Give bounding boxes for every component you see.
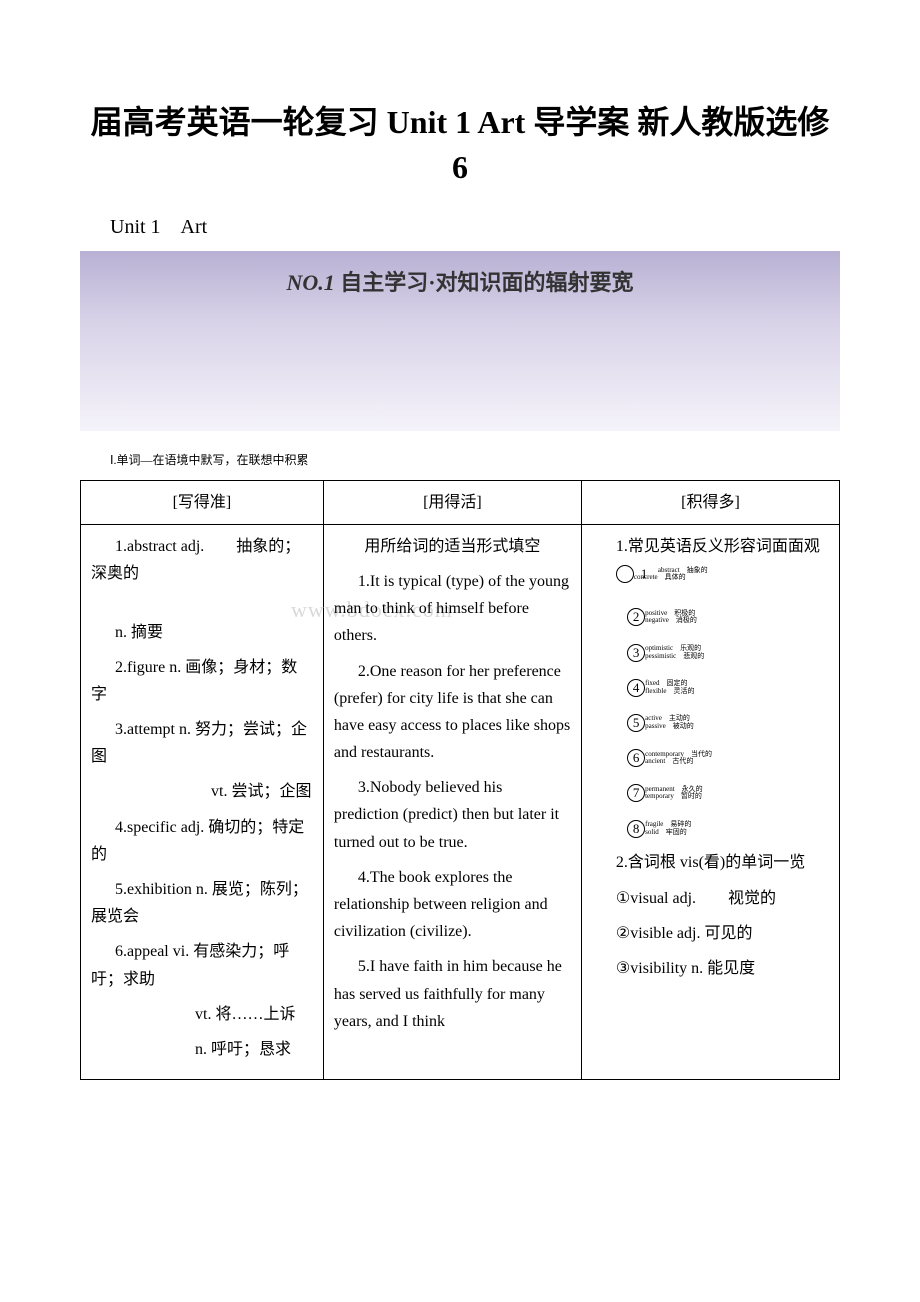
antonym-tiny-text: optimistic 乐观的pessimistic 悲观的: [645, 645, 704, 660]
vocab-table: [写得准] [用得活] [积得多] 1.abstract adj. 抽象的；深奥…: [80, 480, 840, 1081]
col1-item: 5.exhibition n. 展览；陈列；展览会: [91, 876, 313, 930]
col1-item: n. 摘要: [91, 619, 313, 646]
vis-item: ②visible adj. 可见的: [592, 920, 829, 947]
table-row: 1.abstract adj. 抽象的；深奥的www.bdocx.comn. 摘…: [81, 524, 840, 1079]
circle-number-icon: 7: [627, 784, 645, 802]
table-header-row: [写得准] [用得活] [积得多]: [81, 480, 840, 524]
col3-heading1: 1.常见英语反义形容词面面观1abstract 抽象的concrete 具体的: [592, 533, 829, 595]
col1-item: 2.figure n. 画像；身材；数字: [91, 654, 313, 708]
circle-number-icon: 5: [627, 714, 645, 732]
circle-number-icon: 4: [627, 679, 645, 697]
antonym-pair: 7permanent 永久的temporary 暂时的: [592, 779, 829, 806]
col1-item: vt. 尝试；企图: [91, 778, 313, 805]
cell-col1: 1.abstract adj. 抽象的；深奥的www.bdocx.comn. 摘…: [81, 524, 324, 1079]
header-col1: [写得准]: [81, 480, 324, 524]
antonym-pair: 8fragile 易碎的solid 牢固的: [592, 814, 829, 841]
antonym-tiny-text: contemporary 当代的ancient 古代的: [645, 751, 712, 766]
banner-caption: 自主学习·对知识面的辐射要宽: [340, 270, 633, 295]
cell-col2: 用所给词的适当形式填空 1.It is typical (type) of the…: [323, 524, 581, 1079]
banner-text: NO.1 自主学习·对知识面的辐射要宽: [286, 265, 633, 297]
col3-heading2: 2.含词根 vis(看)的单词一览: [592, 849, 829, 876]
circle-number-icon: 6: [627, 749, 645, 767]
vis-item: ①visual adj. 视觉的: [592, 885, 829, 912]
banner-no1: NO.1: [286, 270, 334, 295]
circle-number-icon: 3: [627, 644, 645, 662]
antonym-pair: 2positive 积极的negative 消极的: [592, 603, 829, 630]
antonym-pair: 4fixed 固定的flexible 灵活的: [592, 674, 829, 701]
antonym-tiny-text: fixed 固定的flexible 灵活的: [645, 680, 694, 695]
col1-item: vt. 将……上诉: [91, 1001, 313, 1028]
antonym-tiny-text: active 主动的passive 被动的: [645, 715, 694, 730]
unit-subtitle: Unit 1 Art: [80, 210, 840, 239]
col1-item: 1.abstract adj. 抽象的；深奥的: [91, 533, 313, 587]
col2-item: 5.I have faith in him because he has ser…: [334, 953, 571, 1035]
header-col2: [用得活]: [323, 480, 581, 524]
vis-item: ③visibility n. 能见度: [592, 955, 829, 982]
cell-col3: 1.常见英语反义形容词面面观1abstract 抽象的concrete 具体的 2…: [581, 524, 839, 1079]
circle-number-icon: 1: [616, 565, 634, 583]
col1-item: 4.specific adj. 确切的；特定的: [91, 814, 313, 868]
antonym-tiny-text: permanent 永久的temporary 暂时的: [645, 786, 703, 801]
col2-intro: 用所给词的适当形式填空: [334, 533, 571, 560]
col1-item: 3.attempt n. 努力；尝试；企图: [91, 716, 313, 770]
antonym-pair: 1abstract 抽象的concrete 具体的: [592, 560, 708, 587]
col2-item: 1.It is typical (type) of the young man …: [334, 568, 571, 650]
col1-item: n. 呼吁；恳求: [91, 1036, 313, 1063]
antonym-tiny-text: abstract 抽象的concrete 具体的: [634, 567, 708, 582]
antonym-tiny-text: fragile 易碎的solid 牢固的: [645, 821, 691, 836]
circle-number-icon: 2: [627, 608, 645, 626]
antonym-pair: 6contemporary 当代的ancient 古代的: [592, 744, 829, 771]
antonym-pair: 5active 主动的passive 被动的: [592, 709, 829, 736]
antonym-pair: 3optimistic 乐观的pessimistic 悲观的: [592, 638, 829, 665]
circle-number-icon: 8: [627, 820, 645, 838]
col1-item: 6.appeal vi. 有感染力；呼吁；求助: [91, 938, 313, 992]
document-title: 届高考英语一轮复习 Unit 1 Art 导学案 新人教版选修 6: [80, 100, 840, 190]
header-col3: [积得多]: [581, 480, 839, 524]
col2-item: 3.Nobody believed his prediction (predic…: [334, 774, 571, 856]
section-label: Ⅰ.单词—在语境中默写，在联想中积累: [80, 451, 840, 468]
banner: NO.1 自主学习·对知识面的辐射要宽: [80, 251, 840, 431]
antonym-tiny-text: positive 积极的negative 消极的: [645, 610, 697, 625]
col2-item: 2.One reason for her preference (prefer)…: [334, 658, 571, 767]
col2-item: 4.The book explores the relationship bet…: [334, 864, 571, 946]
